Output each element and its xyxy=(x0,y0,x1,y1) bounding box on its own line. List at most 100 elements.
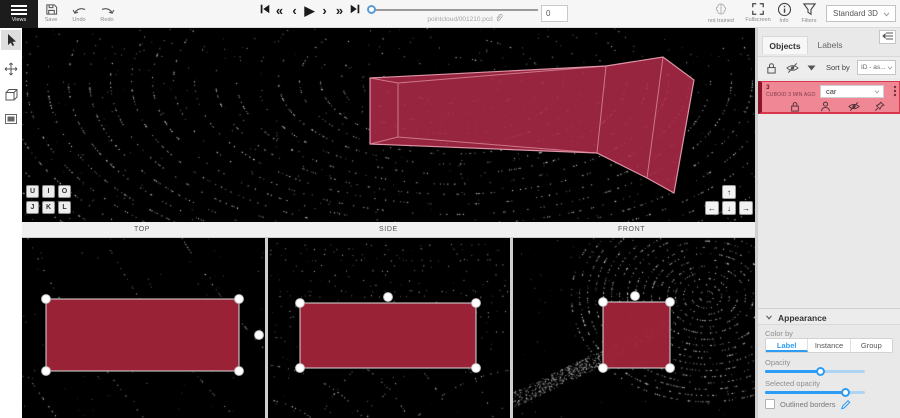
top-toolbar: Views Save Undo Redo « ‹ ▶ › » xyxy=(0,0,900,28)
front-ortho-view[interactable] xyxy=(513,238,755,418)
appearance-title: Appearance xyxy=(778,313,827,323)
tab-labels[interactable]: Labels xyxy=(817,40,843,50)
hotkey-l-button[interactable]: L xyxy=(58,201,71,214)
hotkey-o-button[interactable]: O xyxy=(58,185,71,198)
cuboid-annotation-front[interactable] xyxy=(513,238,755,418)
paperclip-icon xyxy=(496,14,503,22)
rotate-handle[interactable] xyxy=(630,291,640,301)
info-button[interactable]: Info xyxy=(772,2,796,24)
hide-all-icon[interactable] xyxy=(786,62,799,74)
rotate-handle[interactable] xyxy=(254,330,264,340)
tab-objects[interactable]: Objects xyxy=(762,36,808,54)
panel-collapse-button[interactable] xyxy=(879,30,896,44)
color-by-option-instance[interactable]: Instance xyxy=(808,339,851,352)
filename-text: pointcloud/001210.pcd xyxy=(427,16,493,23)
cuboid-annotation-side[interactable] xyxy=(268,238,510,418)
move-icon xyxy=(4,62,18,76)
sort-order-select[interactable]: ID - as... xyxy=(857,60,896,75)
object-class-value: car xyxy=(826,87,837,96)
fullscreen-button[interactable]: Fullscreen xyxy=(742,2,774,23)
selected-opacity-slider-thumb[interactable] xyxy=(841,388,850,397)
side-ortho-view[interactable] xyxy=(268,238,510,418)
undo-label: Undo xyxy=(72,17,86,23)
hotkey-u-button[interactable]: U xyxy=(26,185,39,198)
first-frame-button[interactable] xyxy=(257,1,272,21)
play-button[interactable]: ▶ xyxy=(304,3,315,18)
appearance-header[interactable]: Appearance xyxy=(758,308,900,325)
save-icon xyxy=(45,4,57,15)
redo-label: Redo xyxy=(100,17,114,23)
side-view-label: SIDE xyxy=(379,226,398,233)
pin-icon[interactable] xyxy=(874,101,885,112)
cuboid-annotation-top[interactable] xyxy=(22,238,265,418)
lock-all-icon[interactable] xyxy=(766,62,777,74)
sort-order-value: ID - as... xyxy=(861,64,886,71)
expand-all-icon[interactable] xyxy=(807,65,816,71)
hotkey-j-button[interactable]: J xyxy=(26,201,39,214)
redo-button[interactable]: Redo xyxy=(92,2,122,28)
color-by-segmented-control: Label Instance Group xyxy=(765,338,893,353)
frame-number-input[interactable] xyxy=(541,5,568,22)
object-id: 3 xyxy=(766,84,770,91)
selected-opacity-slider[interactable] xyxy=(765,388,865,397)
previous-frame-button[interactable]: ‹ xyxy=(292,3,297,18)
chevron-down-icon xyxy=(766,315,772,320)
edit-pencil-icon[interactable] xyxy=(840,399,851,410)
fullscreen-label: Fullscreen xyxy=(745,17,771,23)
nav-right-button[interactable]: → xyxy=(739,201,753,215)
object-class-select[interactable]: car xyxy=(820,85,884,98)
ortho-label-strip: TOP SIDE FRONT xyxy=(22,222,755,238)
visibility-icon[interactable] xyxy=(848,101,860,112)
resize-handles[interactable] xyxy=(598,291,675,373)
brain-icon xyxy=(715,3,727,15)
opacity-slider[interactable] xyxy=(765,367,865,376)
filters-button[interactable]: Filters xyxy=(796,2,822,24)
layout-mode-select[interactable]: Standard 3D xyxy=(826,5,896,22)
outlined-borders-checkbox[interactable] xyxy=(765,399,775,409)
resize-handles[interactable] xyxy=(295,292,481,373)
last-frame-button[interactable] xyxy=(347,1,362,21)
rotate-handle[interactable] xyxy=(383,292,393,302)
chevron-down-icon xyxy=(883,12,890,17)
right-panel: Objects Labels Sort by ID - as... 3 CUBO… xyxy=(758,28,900,418)
timeline-slider[interactable] xyxy=(367,5,538,14)
filters-label: Filters xyxy=(801,18,817,24)
more-options-icon[interactable] xyxy=(893,85,897,97)
save-label: Save xyxy=(44,17,58,23)
rewind-button[interactable]: « xyxy=(275,3,284,18)
fast-forward-button[interactable]: » xyxy=(335,3,344,18)
assignee-icon[interactable] xyxy=(820,101,831,112)
resize-handles[interactable] xyxy=(41,294,264,376)
sort-by-label: Sort by xyxy=(826,63,850,72)
main-menu-button[interactable]: Views xyxy=(0,0,38,28)
chevron-down-icon xyxy=(874,90,880,94)
object-list-toolbar: Sort by ID - as... xyxy=(758,56,900,78)
nav-up-button[interactable]: ↑ xyxy=(722,185,736,199)
cuboid-tool-button[interactable] xyxy=(1,85,21,105)
playback-controls: « ‹ ▶ › » xyxy=(257,1,363,23)
box-2d-tool-button[interactable] xyxy=(1,110,21,130)
filename-label: pointcloud/001210.pcd xyxy=(390,13,540,23)
not-trained-label: not trained xyxy=(708,18,734,24)
hotkey-i-button[interactable]: I xyxy=(42,185,55,198)
opacity-slider-thumb[interactable] xyxy=(816,367,825,376)
cuboid-annotation-3d[interactable] xyxy=(22,28,755,222)
neural-status-button[interactable]: not trained xyxy=(701,2,741,24)
top-ortho-view[interactable] xyxy=(22,238,265,418)
hotkey-k-button[interactable]: K xyxy=(42,201,55,214)
color-by-option-label[interactable]: Label xyxy=(766,339,809,352)
save-button[interactable]: Save xyxy=(36,2,66,28)
object-row-car[interactable]: 3 CUBOID 3 MIN AGO car xyxy=(758,81,900,114)
main-3d-viewport[interactable]: U I O J K L ↑ ← ↓ → xyxy=(22,28,755,222)
nav-down-button[interactable]: ↓ xyxy=(722,201,736,215)
next-frame-button[interactable]: › xyxy=(322,3,327,18)
nav-left-button[interactable]: ← xyxy=(705,201,719,215)
color-by-option-group[interactable]: Group xyxy=(860,341,882,350)
move-tool-button[interactable] xyxy=(1,59,21,79)
box-2d-icon xyxy=(5,114,17,124)
timeline-slider-thumb[interactable] xyxy=(367,5,376,14)
fullscreen-icon xyxy=(752,3,764,15)
lock-object-icon[interactable] xyxy=(790,101,800,112)
undo-button[interactable]: Undo xyxy=(64,2,94,28)
select-tool-button[interactable] xyxy=(1,30,21,50)
